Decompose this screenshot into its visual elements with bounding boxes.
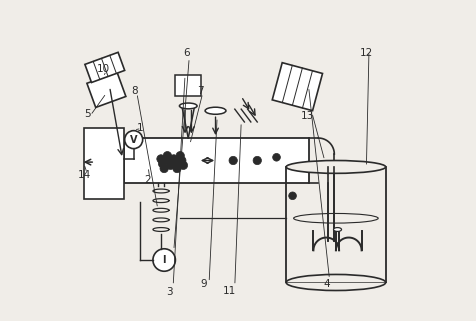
Text: 7: 7: [197, 86, 203, 97]
Text: V: V: [130, 134, 138, 145]
Circle shape: [160, 164, 169, 173]
Text: 10: 10: [97, 64, 110, 74]
Text: 1: 1: [137, 123, 143, 134]
Circle shape: [273, 153, 280, 161]
Circle shape: [179, 161, 188, 169]
Circle shape: [125, 131, 143, 149]
Text: 14: 14: [78, 170, 91, 180]
Circle shape: [159, 160, 167, 168]
Ellipse shape: [334, 228, 341, 231]
Bar: [84, 128, 124, 199]
Bar: [175, 75, 201, 96]
Bar: [124, 138, 308, 183]
Circle shape: [289, 192, 297, 200]
Circle shape: [169, 155, 178, 163]
Ellipse shape: [179, 103, 197, 109]
Text: 8: 8: [131, 86, 138, 97]
Text: 9: 9: [200, 279, 207, 289]
Text: 4: 4: [323, 279, 329, 289]
Circle shape: [178, 156, 186, 165]
Text: 11: 11: [223, 285, 236, 296]
Circle shape: [253, 156, 261, 165]
Circle shape: [163, 152, 171, 160]
Circle shape: [157, 155, 165, 163]
Text: 2: 2: [144, 175, 151, 185]
Text: I: I: [162, 255, 166, 265]
Circle shape: [167, 161, 175, 169]
Polygon shape: [85, 52, 125, 82]
Ellipse shape: [286, 160, 386, 173]
Circle shape: [229, 156, 238, 165]
Text: 12: 12: [360, 48, 373, 58]
Circle shape: [176, 152, 184, 160]
Text: 3: 3: [166, 287, 172, 297]
Text: 6: 6: [183, 48, 190, 58]
Polygon shape: [87, 72, 126, 108]
Circle shape: [173, 164, 181, 173]
Text: 5: 5: [84, 109, 91, 119]
Ellipse shape: [205, 107, 226, 114]
Circle shape: [153, 249, 175, 271]
Text: 13: 13: [300, 110, 314, 121]
Circle shape: [171, 160, 179, 168]
Circle shape: [165, 156, 173, 165]
Polygon shape: [272, 63, 323, 111]
